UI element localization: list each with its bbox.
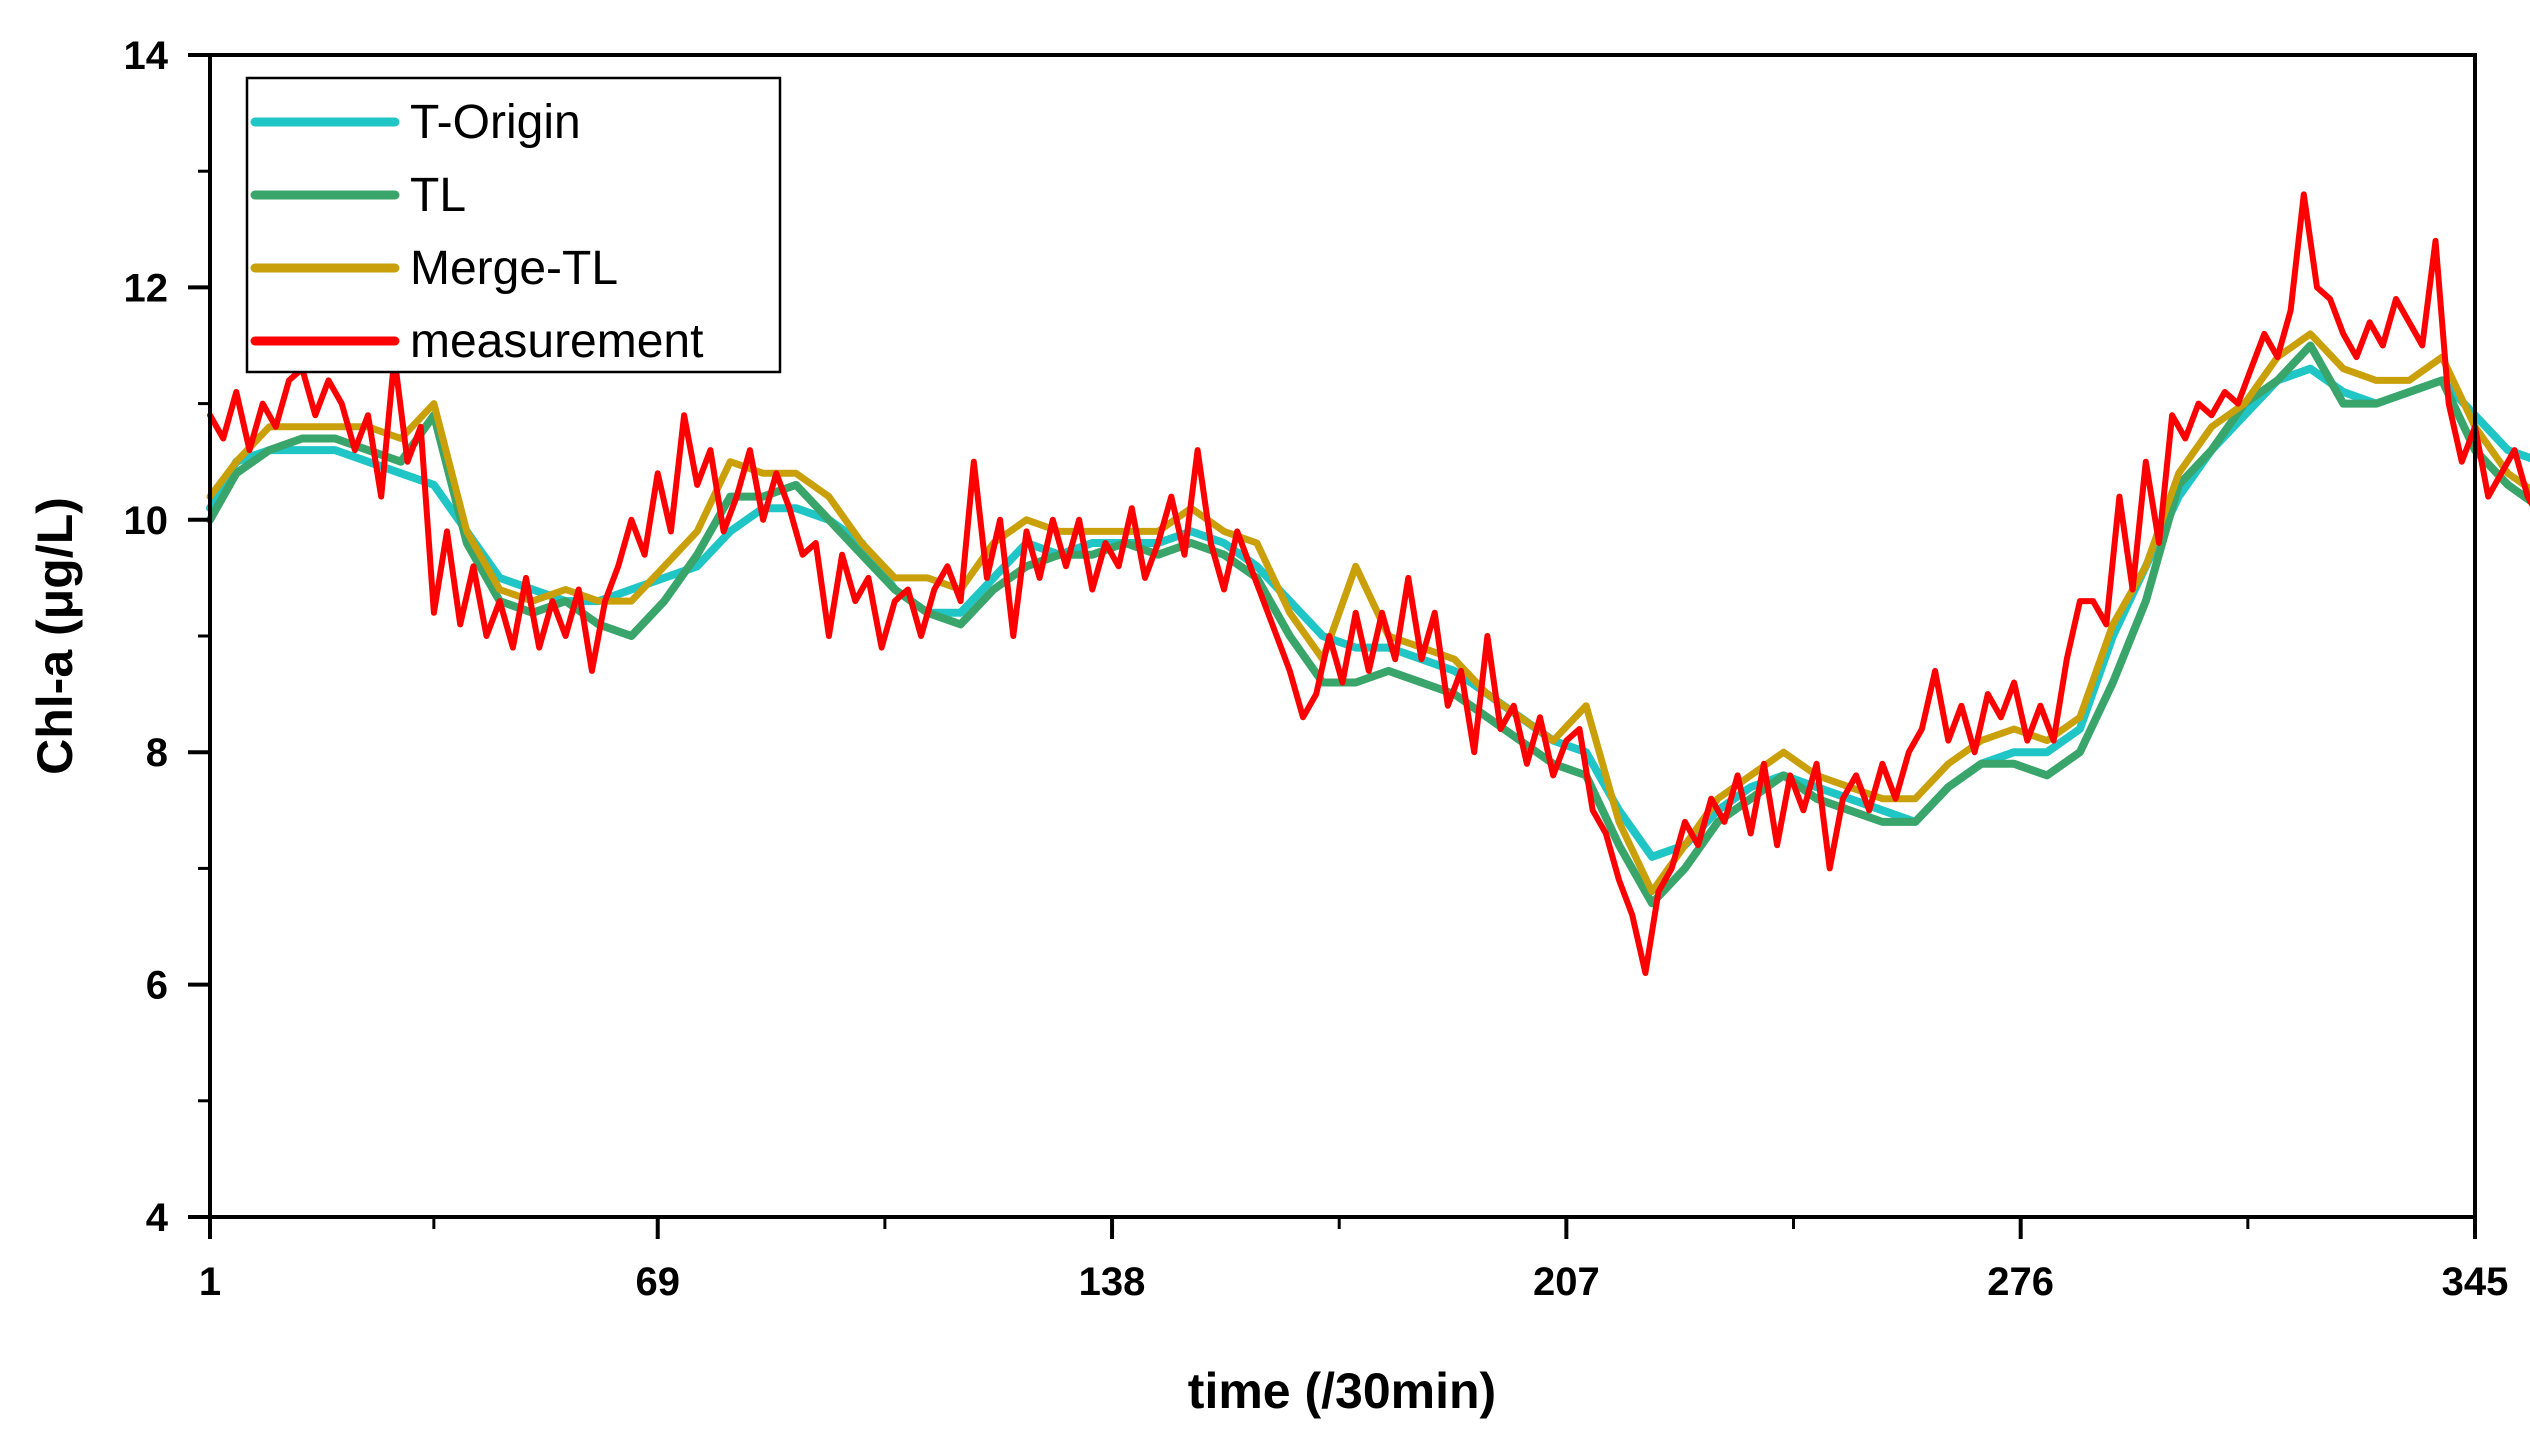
x-tick-label: 207 [1533,1260,1600,1304]
legend-label: T-Origin [410,96,581,149]
series-layer [206,191,2530,976]
y-tick-label: 10 [124,499,169,543]
ticks-layer: 1 69 138 207 276 345 4 6 8 10 12 14 [124,34,2509,1304]
x-axis-title: time (/30min) [1188,1363,1496,1419]
x-tick-label: 276 [1987,1260,2054,1304]
y-tick-label: 4 [146,1196,169,1240]
legend-label: TL [410,169,466,222]
series-line-measurement [207,191,2530,976]
legend-box [245,76,782,374]
x-tick-label: 1 [199,1260,221,1304]
legend: T-Origin TL Merge-TL measurement [245,76,782,374]
y-tick-label: 14 [124,34,169,78]
y-tick-label: 12 [124,266,169,310]
x-tick-label: 69 [635,1260,680,1304]
y-tick-label: 8 [146,731,168,775]
legend-label: Merge-TL [410,242,618,295]
series-line-tl [206,341,2530,908]
y-axis-title: Chl-a (μg/L) [27,497,83,775]
y-tick-label: 6 [146,964,168,1008]
x-tick-label: 345 [2442,1260,2509,1304]
series-line-merge-tl [206,330,2530,896]
x-tick-label: 138 [1079,1260,1146,1304]
legend-label: measurement [410,315,703,368]
